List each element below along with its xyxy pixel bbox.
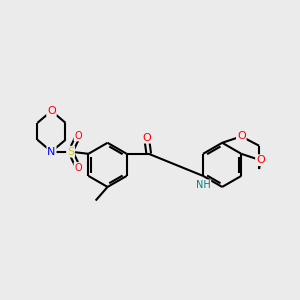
Text: O: O (74, 163, 82, 173)
Text: O: O (237, 131, 246, 141)
Text: NH: NH (196, 180, 210, 190)
Text: O: O (142, 133, 151, 143)
Text: S: S (67, 147, 74, 157)
Text: O: O (47, 106, 56, 116)
Text: O: O (256, 155, 265, 165)
Text: O: O (74, 130, 82, 141)
Text: N: N (47, 147, 56, 157)
